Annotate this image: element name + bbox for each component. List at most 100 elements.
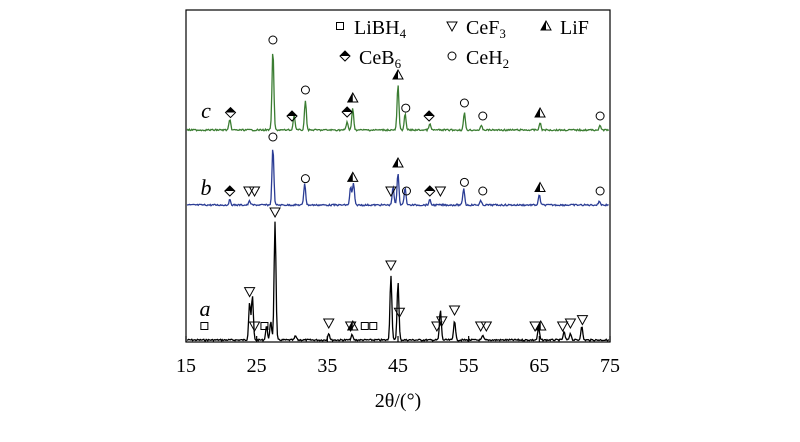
series-b-marker-11 — [459, 177, 469, 187]
series-a-marker-2-shape — [248, 321, 261, 333]
legend-symbol-2 — [540, 19, 552, 31]
series-c-marker-0 — [224, 106, 237, 119]
series-b-curve — [186, 149, 609, 207]
legend-label-4: CeH2 — [466, 47, 509, 71]
series-a-marker-19-shape — [556, 321, 569, 333]
series-c-marker-8 — [423, 110, 435, 122]
legend-symbol-3-outline — [339, 50, 351, 62]
series-b-marker-12-shape — [478, 186, 488, 196]
series-a-marker-5-shape — [322, 318, 335, 330]
series-a-marker-14 — [448, 305, 461, 317]
legend-label-0: LiBH4 — [354, 17, 407, 41]
x-tick-label-25: 25 — [247, 355, 267, 377]
series-b-marker-7 — [392, 156, 404, 168]
legend-symbol-3 — [339, 50, 351, 62]
legend-symbol-4 — [447, 51, 457, 61]
series-a-marker-15-shape — [474, 321, 487, 333]
series-c-marker-2 — [286, 110, 298, 122]
series-a-marker-11-shape — [393, 307, 406, 319]
series-a-marker-20-shape — [564, 318, 577, 330]
series-a-marker-7 — [346, 319, 359, 331]
series-b-marker-4 — [300, 174, 310, 184]
series-label-c: c — [201, 98, 211, 123]
series-a-marker-5 — [322, 318, 335, 330]
series-b-marker-7-fill — [393, 157, 398, 167]
series-c-marker-1 — [268, 35, 278, 45]
series-b-marker-6-shape — [385, 186, 397, 198]
legend-label-3: CeB6 — [359, 47, 402, 71]
legend-symbol-1 — [446, 21, 458, 33]
series-a-marker-0-shape — [200, 322, 209, 330]
series-c-marker-11 — [534, 106, 546, 118]
series-a-marker-16 — [480, 321, 493, 333]
x-tick-label-55: 55 — [459, 355, 479, 377]
series-a-marker-19 — [556, 321, 569, 333]
legend-symbol-3-fill — [340, 51, 350, 56]
series-b-marker-10-shape — [434, 186, 447, 198]
series-c-marker-2-fill — [287, 111, 297, 116]
series-a-marker-21 — [576, 315, 589, 326]
series-a-marker-3 — [260, 322, 269, 330]
series-b-marker-4-shape — [300, 174, 310, 184]
series-b-marker-5-outline — [346, 171, 359, 182]
x-tick-label-35: 35 — [317, 355, 337, 377]
x-tick-label-75: 75 — [600, 355, 620, 377]
series-c-marker-12-shape — [595, 111, 605, 121]
series-b-marker-10 — [434, 186, 447, 198]
series-b-marker-0 — [224, 185, 236, 197]
legend-symbol-0 — [336, 22, 344, 30]
legend-symbol-0-shape — [336, 22, 344, 30]
series-a-marker-12 — [431, 321, 443, 333]
series-c-curve — [186, 53, 610, 133]
series-b-marker-14-shape — [595, 186, 605, 196]
series-a-marker-4-shape — [269, 207, 281, 219]
legend-symbol-4-shape — [447, 51, 457, 61]
series-a-marker-6 — [344, 321, 357, 333]
series-b-marker-2-shape — [248, 186, 261, 198]
series-b-marker-9-fill — [424, 186, 435, 191]
series-b-marker-14 — [595, 186, 605, 196]
legend-symbol-1-shape — [446, 21, 458, 33]
series-a-marker-16-shape — [480, 321, 493, 333]
series-b-marker-0-fill — [224, 186, 235, 191]
series-c-marker-1-shape — [268, 35, 278, 45]
series-b-marker-11-shape — [459, 177, 469, 187]
series-b-marker-5 — [346, 171, 359, 182]
series-c-marker-9-shape — [459, 98, 469, 108]
series-b-marker-1-shape — [243, 186, 255, 198]
series-c-marker-7 — [401, 103, 411, 113]
series-a-marker-2 — [248, 321, 261, 333]
legend-label-sub-1: 3 — [499, 26, 506, 41]
legend-label-sub-3: 6 — [395, 56, 402, 71]
legend-label-2: LiF — [560, 17, 589, 39]
series-c-marker-5 — [346, 91, 359, 103]
series-a-marker-12-shape — [431, 321, 443, 333]
series-b-marker-3-shape — [268, 132, 278, 142]
series-label-b: b — [201, 175, 212, 200]
series-a-marker-8 — [360, 322, 369, 330]
legend: LiBH4 CeF3 LiF CeB6 CeH2 — [336, 17, 589, 71]
series-a-marker-20 — [564, 318, 577, 330]
series-c-marker-6-fill — [393, 70, 398, 79]
series-c-marker-4 — [341, 106, 353, 118]
series-a-marker-18 — [534, 319, 547, 331]
series-c-marker-12 — [595, 111, 605, 121]
series-a-marker-13 — [435, 316, 448, 327]
series-c-marker-9 — [459, 98, 469, 108]
legend-label-1: CeF3 — [466, 17, 506, 41]
marker-layer — [200, 35, 605, 333]
series-a-marker-1 — [243, 287, 256, 298]
series-c-marker-4-fill — [342, 107, 353, 112]
series-c-marker-3 — [300, 85, 310, 95]
series-b-marker-8 — [401, 186, 411, 196]
series-a-marker-11 — [393, 307, 406, 319]
series-label-a: a — [200, 296, 211, 321]
x-axis-label: 2θ/(°) — [375, 390, 421, 412]
series-c-marker-11-fill — [535, 108, 541, 117]
series-c-marker-3-shape — [300, 85, 310, 95]
series-b-marker-8-shape — [401, 186, 411, 196]
series-a-marker-0 — [200, 322, 209, 330]
legend-label-sub-0: 4 — [400, 26, 407, 41]
series-a-marker-1-shape — [243, 287, 256, 298]
